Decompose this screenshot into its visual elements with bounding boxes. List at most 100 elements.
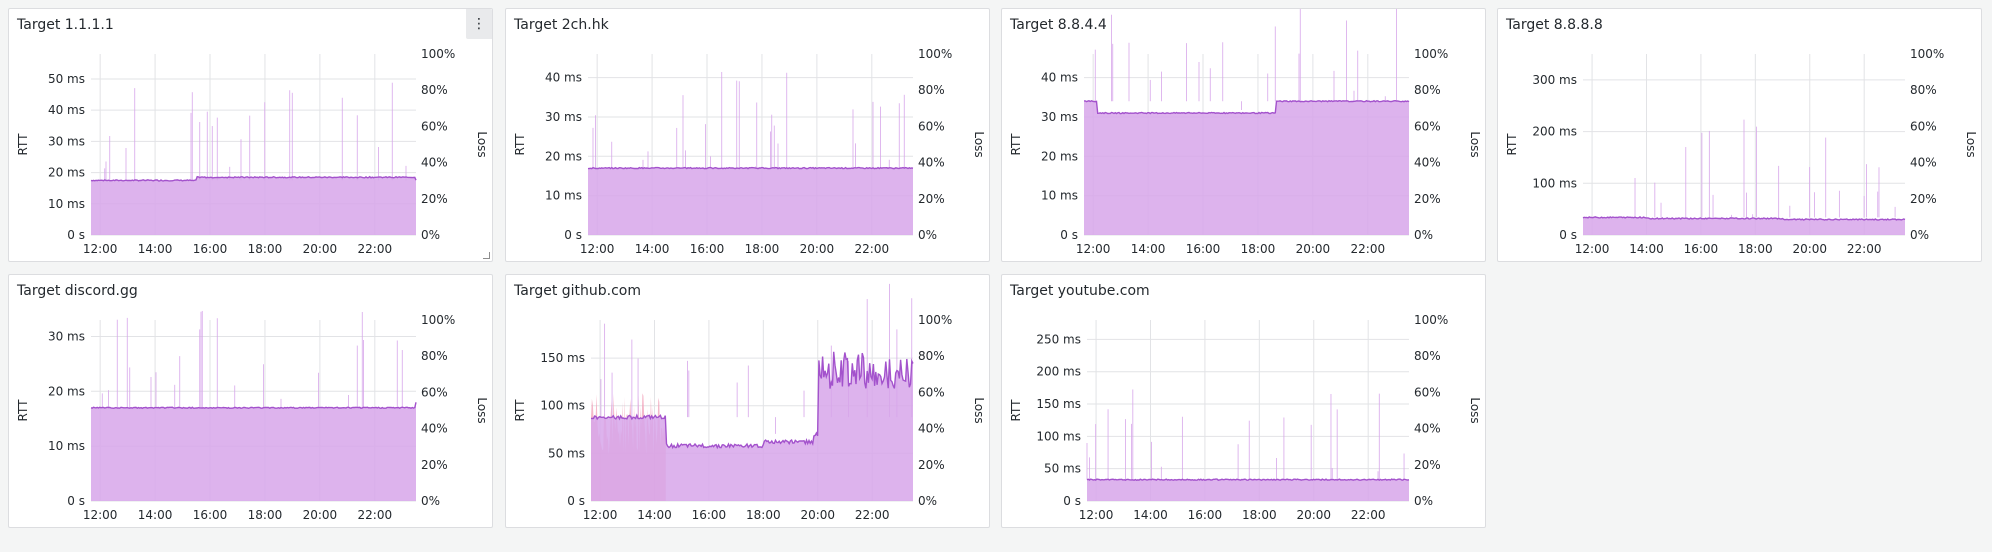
x-tick-label: 14:00 — [1629, 242, 1664, 256]
y-tick-label: 10 ms — [1041, 189, 1078, 203]
y2-tick-label: 60% — [1414, 119, 1441, 133]
rtt-area — [1087, 479, 1409, 501]
y-axis-label: RTT — [513, 399, 527, 422]
rtt-line — [1084, 99, 1410, 115]
panel-youtube-com[interactable]: Target youtube.com 0 s 50 ms 100 ms 150 ms 20… — [1001, 274, 1486, 528]
x-tick-label: 18:00 — [1242, 508, 1277, 522]
y2-axis-label: Loss — [1964, 131, 1978, 157]
y-tick-label: 0 s — [1559, 228, 1577, 242]
y2-tick-label: 40% — [421, 422, 448, 436]
y2-tick-label: 100% — [421, 313, 455, 327]
x-tick-label: 18:00 — [1738, 242, 1773, 256]
panel-title[interactable]: Target 1.1.1.1 — [17, 17, 114, 33]
x-tick-label: 20:00 — [1792, 242, 1827, 256]
y2-tick-label: 20% — [918, 458, 945, 472]
rtt-chart[interactable]: 0 s 100 ms 200 ms 300 ms 0% 20% 40% 60% 80% 100% 1… — [1498, 9, 1983, 263]
panel-title[interactable]: Target 2ch.hk — [514, 17, 609, 33]
panel-title[interactable]: Target github.com — [514, 283, 642, 299]
y-tick-label: 10 ms — [48, 197, 85, 211]
y2-tick-label: 80% — [918, 83, 945, 97]
panel-title[interactable]: Target discord.gg — [17, 283, 138, 299]
rtt-chart[interactable]: 0 s 50 ms 100 ms 150 ms 0% 20% 40% 60% 80% 100% 12… — [506, 275, 991, 529]
x-tick-label: 16:00 — [193, 508, 228, 522]
y-tick-label: 30 ms — [48, 134, 85, 148]
y-tick-label: 40 ms — [545, 71, 582, 85]
x-tick-label: 22:00 — [855, 508, 890, 522]
x-tick-label: 14:00 — [138, 242, 173, 256]
panel-1-1-1-1[interactable]: Target 1.1.1.1 ⋮ 0 s 10 ms 20 ms 30 ms 40 ms 50… — [8, 8, 493, 262]
panel-2ch-hk[interactable]: Target 2ch.hk 0 s 10 ms 20 ms 30 ms 40 ms 0% 20… — [505, 8, 990, 262]
y2-tick-label: 80% — [421, 83, 448, 97]
y-tick-label: 100 ms — [1532, 176, 1577, 190]
y-tick-label: 40 ms — [1041, 71, 1078, 85]
panel-github-com[interactable]: Target github.com 0 s 50 ms 100 ms 150 ms 0% 2… — [505, 274, 990, 528]
y2-tick-label: 0% — [918, 494, 937, 508]
y-tick-label: 0 s — [67, 228, 85, 242]
y-axis-label: RTT — [1505, 133, 1519, 156]
x-tick-label: 18:00 — [746, 508, 781, 522]
panel-8-8-4-4[interactable]: Target 8.8.4.4 0 s 10 ms 20 ms 30 ms 40 ms 0% 2… — [1001, 8, 1486, 262]
rtt-line — [1582, 216, 1906, 221]
rtt-line — [90, 402, 417, 410]
y2-tick-label: 100% — [421, 47, 455, 61]
y2-tick-label: 100% — [1910, 47, 1944, 61]
panel-title[interactable]: Target 8.8.4.4 — [1010, 17, 1107, 33]
x-tick-label: 18:00 — [248, 242, 283, 256]
rtt-line — [590, 351, 914, 450]
x-tick-label: 18:00 — [745, 242, 780, 256]
rtt-area — [588, 167, 913, 235]
x-tick-label: 12:00 — [1575, 242, 1610, 256]
y-tick-label: 250 ms — [1036, 332, 1081, 346]
x-tick-label: 22:00 — [1351, 508, 1386, 522]
y2-axis-label: Loss — [1468, 397, 1482, 423]
y2-axis-label: Loss — [1468, 131, 1482, 157]
x-tick-label: 20:00 — [1296, 242, 1331, 256]
y2-tick-label: 20% — [1414, 192, 1441, 206]
panel-8-8-8-8[interactable]: Target 8.8.8.8 0 s 100 ms 200 ms 300 ms 0% 20%… — [1497, 8, 1982, 262]
x-tick-label: 16:00 — [193, 242, 228, 256]
y-tick-label: 100 ms — [1036, 429, 1081, 443]
y2-tick-label: 0% — [421, 494, 440, 508]
y2-tick-label: 100% — [1414, 47, 1448, 61]
x-tick-label: 18:00 — [1241, 242, 1276, 256]
rtt-chart[interactable]: 0 s 10 ms 20 ms 30 ms 40 ms 0% 20% 40% 60% 80% 100… — [1002, 9, 1487, 263]
y-tick-label: 150 ms — [1036, 397, 1081, 411]
y2-tick-label: 100% — [918, 313, 952, 327]
y2-axis-label: Loss — [475, 397, 489, 423]
y2-axis-label: Loss — [972, 397, 986, 423]
y2-tick-label: 0% — [918, 228, 937, 242]
panel-title[interactable]: Target 8.8.8.8 — [1506, 17, 1603, 33]
y2-tick-label: 80% — [421, 349, 448, 363]
rtt-chart[interactable]: 0 s 10 ms 20 ms 30 ms 0% 20% 40% 60% 80% 100% 12:0… — [9, 275, 494, 529]
y2-tick-label: 0% — [421, 228, 440, 242]
y2-tick-label: 20% — [421, 458, 448, 472]
y-tick-label: 50 ms — [48, 72, 85, 86]
panel-menu-icon[interactable]: ⋮ — [466, 9, 492, 39]
y2-tick-label: 40% — [1910, 156, 1937, 170]
y2-axis-label: Loss — [475, 131, 489, 157]
y2-tick-label: 20% — [918, 192, 945, 206]
rtt-chart[interactable]: 0 s 50 ms 100 ms 150 ms 200 ms 250 ms 0% 20% 40%… — [1002, 275, 1487, 529]
y-axis-label: RTT — [513, 133, 527, 156]
y-tick-label: 50 ms — [548, 446, 585, 460]
y2-tick-label: 40% — [1414, 422, 1441, 436]
x-tick-label: 14:00 — [1133, 508, 1168, 522]
panel-discord-gg[interactable]: Target discord.gg 0 s 10 ms 20 ms 30 ms 0% 20%… — [8, 274, 493, 528]
rtt-area — [1084, 100, 1409, 235]
x-tick-label: 12:00 — [1079, 508, 1114, 522]
y2-tick-label: 20% — [1414, 458, 1441, 472]
x-tick-label: 12:00 — [583, 508, 618, 522]
rtt-chart[interactable]: 0 s 10 ms 20 ms 30 ms 40 ms 0% 20% 40% 60% 80% 100… — [506, 9, 991, 263]
rtt-area — [1583, 216, 1905, 235]
y2-tick-label: 80% — [1414, 349, 1441, 363]
y2-tick-label: 40% — [918, 156, 945, 170]
y-tick-label: 30 ms — [48, 329, 85, 343]
panel-title[interactable]: Target youtube.com — [1010, 283, 1150, 299]
resize-handle[interactable] — [483, 252, 490, 259]
x-tick-label: 16:00 — [692, 508, 727, 522]
x-tick-label: 20:00 — [303, 242, 338, 256]
x-tick-label: 12:00 — [83, 242, 118, 256]
rtt-chart[interactable]: 0 s 10 ms 20 ms 30 ms 40 ms 50 ms 0% 20% 40% 60% 8… — [9, 9, 494, 263]
y-tick-label: 10 ms — [48, 439, 85, 453]
x-tick-label: 14:00 — [1131, 242, 1166, 256]
